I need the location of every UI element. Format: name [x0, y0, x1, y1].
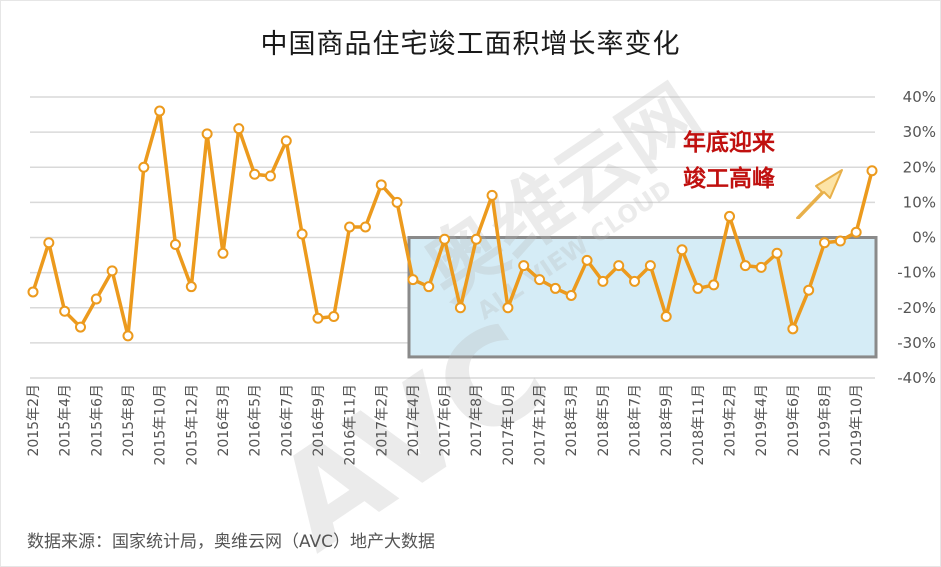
- data-point: [771, 247, 783, 259]
- x-tick-label: 2015年12月: [184, 384, 200, 465]
- data-point: [565, 289, 577, 301]
- data-point: [185, 281, 197, 293]
- y-tick-label: 40%: [903, 88, 936, 106]
- data-point: [470, 233, 482, 245]
- data-point: [328, 311, 340, 323]
- x-tick-label: 2018年5月: [596, 384, 612, 457]
- x-tick-label: 2019年10月: [849, 384, 865, 465]
- data-source: 数据来源：国家统计局，奥维云网（AVC）地产大数据: [27, 532, 436, 552]
- highlight-region: [407, 236, 878, 359]
- x-tick-label: 2017年2月: [374, 384, 390, 457]
- x-tick-label: 2016年7月: [279, 384, 295, 457]
- y-tick-label: -10%: [897, 264, 936, 282]
- data-point: [613, 260, 625, 272]
- data-point: [154, 105, 166, 117]
- y-tick-label: 30%: [903, 123, 936, 141]
- data-point: [629, 275, 641, 287]
- data-point: [581, 254, 593, 266]
- data-point: [59, 305, 71, 317]
- data-point: [803, 284, 815, 296]
- data-point: [676, 244, 688, 256]
- data-point: [454, 302, 466, 314]
- x-tick-label: 2017年6月: [438, 384, 454, 457]
- chart-title: 中国商品住宅竣工面积增长率变化: [260, 29, 681, 60]
- data-point: [660, 311, 672, 323]
- data-point: [850, 226, 862, 238]
- x-tick-label: 2018年7月: [628, 384, 644, 457]
- data-point: [597, 275, 609, 287]
- x-tick-label: 2019年8月: [818, 384, 834, 457]
- data-point: [407, 274, 419, 286]
- data-point: [312, 312, 324, 324]
- data-point: [755, 261, 767, 273]
- data-point: [486, 189, 498, 201]
- data-point: [724, 210, 736, 222]
- data-point: [439, 233, 451, 245]
- y-tick-label: 10%: [903, 193, 936, 211]
- y-tick-label: 20%: [903, 158, 936, 176]
- y-tick-label: -40%: [897, 369, 936, 387]
- x-tick-label: 2019年6月: [786, 384, 802, 457]
- data-point: [534, 274, 546, 286]
- data-point: [423, 281, 435, 293]
- x-tick-label: 2017年12月: [533, 384, 549, 465]
- x-tick-label: 2015年6月: [89, 384, 105, 457]
- data-point: [280, 135, 292, 147]
- data-point: [43, 237, 55, 249]
- x-tick-label: 2017年8月: [469, 384, 485, 457]
- data-point: [819, 237, 831, 249]
- series-line: [31, 109, 874, 338]
- data-point: [217, 247, 229, 259]
- data-point: [27, 286, 39, 298]
- data-point: [834, 235, 846, 247]
- data-point: [692, 282, 704, 294]
- x-tick-label: 2015年4月: [58, 384, 74, 457]
- x-tick-label: 2019年4月: [754, 384, 770, 457]
- data-point: [739, 260, 751, 272]
- data-point: [644, 260, 656, 272]
- data-point: [264, 170, 276, 182]
- y-tick-label: -30%: [897, 334, 936, 352]
- data-point: [90, 293, 102, 305]
- data-point: [74, 321, 86, 333]
- x-tick-label: 2018年9月: [659, 384, 675, 457]
- annotation-line1: 年底迎来: [683, 129, 776, 156]
- x-tick-label: 2017年4月: [406, 384, 422, 457]
- data-point: [549, 282, 561, 294]
- data-point: [359, 221, 371, 233]
- x-tick-label: 2015年2月: [26, 384, 42, 457]
- x-tick-label: 2019年2月: [723, 384, 739, 457]
- data-point: [296, 228, 308, 240]
- data-point: [708, 279, 720, 291]
- data-point: [391, 196, 403, 208]
- x-tick-label: 2015年8月: [121, 384, 137, 457]
- data-point: [518, 260, 530, 272]
- data-point: [502, 302, 514, 314]
- x-tick-label: 2018年3月: [564, 384, 580, 457]
- data-point: [106, 265, 118, 277]
- data-point: [249, 168, 261, 180]
- data-point: [201, 128, 213, 140]
- data-point: [375, 179, 387, 191]
- x-tick-label: 2016年11月: [343, 384, 359, 465]
- x-tick-label: 2017年10月: [501, 384, 517, 465]
- data-point: [787, 323, 799, 335]
- x-tick-label: 2016年5月: [248, 384, 264, 457]
- x-tick-label: 2015年10月: [153, 384, 169, 465]
- annotation-arrow: [796, 169, 843, 219]
- y-tick-label: -20%: [897, 299, 936, 317]
- data-point: [866, 165, 878, 177]
- data-point: [233, 123, 245, 135]
- annotation-line2: 竣工高峰: [683, 165, 776, 192]
- y-tick-label: 0%: [912, 229, 936, 247]
- data-point: [138, 161, 150, 173]
- x-tick-label: 2018年11月: [691, 384, 707, 465]
- x-tick-label: 2016年9月: [311, 384, 327, 457]
- data-point: [169, 239, 181, 251]
- x-tick-label: 2016年3月: [216, 384, 232, 457]
- data-point: [344, 221, 356, 233]
- data-point: [122, 330, 134, 342]
